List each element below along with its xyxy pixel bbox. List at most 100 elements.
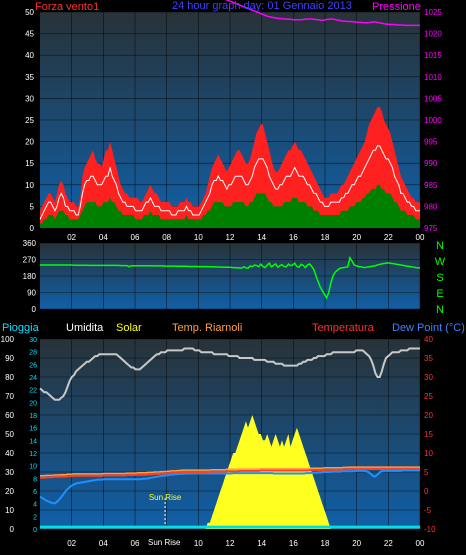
humidity-y-tick: 60 [5,411,14,420]
pressure-y-tick: 995 [424,138,438,147]
rain-y-tick: 30 [29,337,37,344]
humidity-y-tick: 40 [5,449,14,458]
wind-direction-series [40,255,420,300]
wind-y-tick: 50 [25,8,34,17]
wind-y-tick: 15 [25,159,34,168]
pressure-y-tick: 980 [424,202,438,211]
compass-letter: E [436,288,443,300]
compass-letter: W [435,256,446,268]
pressure-label: Pressione [372,1,421,13]
temperature-y-tick: -5 [424,506,432,515]
compass-letter: N [436,304,444,316]
rain-label: Pioggia [2,322,40,334]
temperature-label: Temperatura [312,322,375,334]
temperature-y-tick: 15 [424,430,433,439]
climate-axes: 0102030405060708090100024681012141618202… [1,335,436,548]
climate-series: Sun RiseSun Set [39,347,420,529]
climate-x-tick: 14 [257,539,266,548]
wind-y-tick: 0 [30,224,35,233]
temperature-y-tick: 25 [424,392,433,401]
temperature-y-tick: 35 [424,354,433,363]
temperature-y-tick: 5 [424,468,429,477]
wind-y-tick: 20 [25,138,34,147]
wind-x-tick: 12 [226,233,235,242]
temperature-y-tick: 40 [424,335,433,344]
humidity-y-tick: 30 [5,468,14,477]
pressure-y-tick: 985 [424,181,438,190]
wind-x-tick: 02 [67,233,76,242]
humidity-y-tick: 50 [5,430,14,439]
temperature-y-tick: -10 [424,525,436,534]
wind-pressure-axes: 0510152025303540455097598098599099510001… [25,8,442,242]
rain-y-tick: 0 [33,527,37,534]
wind-x-tick: 16 [289,233,298,242]
temperature-y-tick: 0 [424,487,429,496]
pressure-y-tick: 990 [424,159,438,168]
climate-x-tick: 18 [321,539,330,548]
rain-y-tick: 8 [33,476,37,483]
wind-y-tick: 35 [25,73,34,82]
temperature-y-tick: 30 [424,373,433,382]
dew-point-line [39,469,420,505]
humidity-y-tick: 20 [5,487,14,496]
temperature-line [40,468,420,479]
humidity-y-tick: 70 [5,392,14,401]
wind-x-tick: 14 [257,233,266,242]
rain-y-tick: 12 [29,451,37,458]
wind-x-tick: 10 [194,233,203,242]
direction-line [40,255,420,300]
rain-y-tick: 26 [29,362,37,369]
compass-letter: S [436,272,443,284]
wind-y-tick: 10 [25,181,34,190]
rain-y-tick: 14 [29,438,37,445]
wind-speed-label: Forza vento1 [35,1,99,13]
wind-y-tick: 45 [25,30,34,39]
wind-y-tick: 40 [25,51,34,60]
wind-x-tick: 20 [352,233,361,242]
humidity-y-tick: 0 [10,525,15,534]
solar-label: Solar [116,322,142,334]
wind-avg-area [40,184,420,228]
wind-x-tick: 06 [131,233,140,242]
pressure-line [225,0,420,27]
humidity-y-tick: 10 [5,506,14,515]
climate-x-tick: 04 [99,539,108,548]
gust-line [39,145,420,220]
climate-x-tick: 06 [131,539,140,548]
rain-y-tick: 28 [29,350,37,357]
rain-y-tick: 20 [29,400,37,407]
wind-x-tick: 22 [384,233,393,242]
rain-y-tick: 18 [29,413,37,420]
humidity-line [39,347,420,401]
direction-y-tick: 270 [23,256,37,265]
pressure-y-tick: 1005 [424,94,442,103]
climate-x-tick: 10 [194,539,203,548]
wind-direction-grid [40,242,421,310]
rain-y-tick: 10 [29,464,37,471]
pressure-y-tick: 1025 [424,8,442,17]
rain-y-tick: 2 [33,514,37,521]
humidity-y-tick: 90 [5,354,14,363]
humidity-y-tick: 100 [1,335,15,344]
sunrise-annotation: Sun Rise [149,493,182,502]
direction-y-tick: 180 [23,272,37,281]
pressure-y-tick: 1020 [424,30,442,39]
dew-point-label: Dew Point (°C) [392,322,465,334]
climate-x-tick: 16 [289,539,298,548]
direction-y-tick: 0 [32,305,37,314]
graph-title: 24 hour graph day: 01 Gennaio 2013 [172,0,352,12]
pressure-y-tick: 1015 [424,51,442,60]
temperature-y-tick: 10 [424,449,433,458]
wind-y-tick: 30 [25,94,34,103]
humidity-y-tick: 80 [5,373,14,382]
gust-max-area [40,107,420,228]
wind-y-tick: 5 [30,202,35,211]
rain-y-tick: 6 [33,489,37,496]
pressure-y-tick: 1010 [424,73,442,82]
climate-x-tick: 02 [67,539,76,548]
pressure-y-tick: 975 [424,224,438,233]
temp-other-label: Temp. Riarnoli [172,322,242,334]
humidity-label: Umidita [66,322,104,334]
